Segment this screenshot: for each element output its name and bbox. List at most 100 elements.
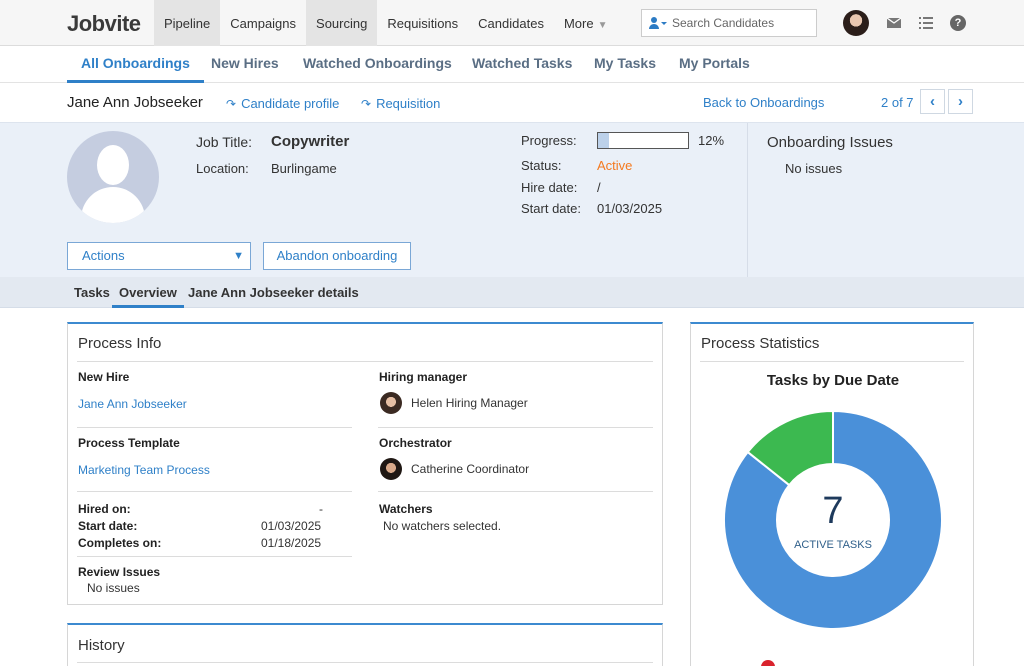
profile-panel: Job Title: Copywriter Location: Burlinga…: [0, 122, 1024, 278]
watchers-text: No watchers selected.: [383, 519, 502, 533]
process-info-card: Process Info New Hire Jane Ann Jobseeker…: [67, 322, 663, 605]
onboarding-issues-title: Onboarding Issues: [767, 134, 893, 151]
start-date-label: Start date:: [78, 519, 138, 533]
start-date-label: Start date:: [521, 201, 581, 216]
process-info-title: Process Info: [78, 335, 162, 352]
process-template-title: Process Template: [78, 436, 180, 450]
onboarding-header: Jane Ann Jobseeker ↷ Candidate profile ↷ R…: [0, 83, 1024, 122]
active-tasks-count: 7: [822, 490, 844, 532]
onboarding-tabs: All Onboardings New Hires Watched Onboar…: [0, 46, 1024, 83]
start-date-value: 01/03/2025: [261, 519, 322, 533]
orchestrator-name: Catherine Coordinator: [411, 462, 530, 476]
share-arrow-icon: ↷: [226, 97, 237, 111]
chevron-left-icon[interactable]: ‹: [920, 89, 945, 114]
divider: [77, 662, 653, 663]
chevron-down-icon: ▼: [233, 250, 244, 262]
chevron-down-icon: ▼: [597, 20, 608, 31]
help-icon[interactable]: ?: [950, 15, 966, 31]
divider: [378, 427, 653, 428]
jobvite-logo[interactable]: Jobvite: [67, 11, 141, 36]
alert-indicator: [761, 660, 775, 666]
search-input[interactable]: [672, 13, 812, 33]
tab-overview[interactable]: Overview: [112, 277, 184, 308]
process-template-link[interactable]: Marketing Team Process: [78, 463, 210, 477]
nav-candidates[interactable]: Candidates: [478, 16, 544, 31]
donut-slice-0[interactable]: [723, 409, 943, 630]
tab-tasks[interactable]: Tasks: [74, 285, 110, 300]
panel-divider: [747, 123, 748, 278]
hired-on-label: Hired on:: [78, 502, 131, 516]
share-arrow-icon: ↷: [361, 97, 372, 111]
status-label: Status:: [521, 158, 562, 173]
divider: [77, 361, 653, 362]
hiring-manager-title: Hiring manager: [379, 370, 468, 384]
candidate-profile-label: Candidate profile: [241, 96, 340, 111]
back-to-onboardings-link[interactable]: Back to Onboardings: [703, 95, 825, 110]
hiring-manager-avatar: [380, 392, 402, 414]
candidate-name: Jane Ann Jobseeker: [67, 94, 203, 111]
progress-fill: [598, 133, 609, 148]
actions-dropdown[interactable]: Actions ▼: [67, 242, 251, 270]
hiring-manager-name: Helen Hiring Manager: [411, 396, 528, 410]
nav-more-label: More: [563, 16, 594, 31]
silhouette-body: [81, 187, 145, 223]
chart-title: Tasks by Due Date: [766, 372, 900, 389]
review-issues-text: No issues: [87, 581, 140, 595]
job-title-value: Copywriter: [271, 133, 350, 150]
divider: [77, 427, 352, 428]
pager-count: 2 of 7: [881, 95, 914, 110]
chevron-right-icon[interactable]: ›: [948, 89, 973, 114]
candidate-profile-link[interactable]: ↷ Candidate profile: [226, 96, 339, 111]
mail-icon[interactable]: [886, 15, 902, 31]
tab-my-portals[interactable]: My Portals: [679, 55, 750, 71]
completes-on-value: 01/18/2025: [261, 536, 322, 550]
divider: [700, 361, 964, 362]
profile-photo-placeholder: [67, 131, 159, 223]
tab-watched-tasks[interactable]: Watched Tasks: [472, 55, 573, 71]
orchestrator-avatar: [380, 458, 402, 480]
tab-watched-onboardings[interactable]: Watched Onboardings: [303, 55, 452, 71]
onboarding-issues-text: No issues: [785, 161, 843, 176]
review-issues-title: Review Issues: [78, 565, 161, 579]
requisition-label: Requisition: [376, 96, 441, 111]
process-statistics-card: Process Statistics Tasks by Due Date 7 A…: [690, 322, 974, 666]
process-statistics-title: Process Statistics: [701, 335, 820, 352]
active-tasks-label: ACTIVE TASKS: [794, 539, 872, 551]
list-icon[interactable]: [918, 15, 934, 31]
user-avatar[interactable]: [843, 10, 869, 36]
nav-sourcing[interactable]: Sourcing: [306, 0, 378, 46]
nav-requisitions[interactable]: Requisitions: [387, 16, 459, 31]
job-title-label: Job Title:: [196, 134, 253, 150]
top-bar: Jobvite Pipeline Campaigns Sourcing Requ…: [0, 0, 1024, 46]
orchestrator-title: Orchestrator: [379, 436, 452, 450]
tab-my-tasks[interactable]: My Tasks: [594, 55, 656, 71]
tasks-donut-chart: [723, 409, 943, 630]
progress-label: Progress:: [521, 133, 577, 148]
history-card: History: [67, 623, 663, 666]
divider: [378, 491, 653, 492]
hire-date-value: /: [597, 180, 601, 195]
tab-new-hires[interactable]: New Hires: [211, 55, 279, 71]
donut-slice-1[interactable]: [746, 409, 834, 487]
nav-more[interactable]: More ▼: [554, 0, 618, 46]
watchers-title: Watchers: [379, 502, 433, 516]
history-title: History: [78, 637, 125, 654]
new-hire-link[interactable]: Jane Ann Jobseeker: [78, 397, 187, 411]
completes-on-label: Completes on:: [78, 536, 162, 550]
people-search-icon[interactable]: [648, 15, 668, 31]
requisition-link[interactable]: ↷ Requisition: [361, 96, 440, 111]
progress-percent: 12%: [698, 133, 725, 148]
nav-pipeline[interactable]: Pipeline: [154, 0, 221, 46]
tab-all-onboardings[interactable]: All Onboardings: [67, 46, 204, 83]
main-nav: Pipeline Campaigns Sourcing Requisitions…: [154, 0, 617, 46]
location-label: Location:: [196, 161, 249, 176]
silhouette-head: [97, 145, 129, 185]
hired-on-value: -: [319, 502, 323, 516]
candidate-search: [641, 9, 817, 37]
nav-campaigns[interactable]: Campaigns: [230, 16, 297, 31]
tab-candidate-details[interactable]: Jane Ann Jobseeker details: [188, 285, 359, 300]
hire-date-label: Hire date:: [521, 180, 578, 195]
status-value: Active: [597, 158, 633, 173]
abandon-onboarding-button[interactable]: Abandon onboarding: [263, 242, 411, 270]
start-date-value: 01/03/2025: [597, 201, 663, 216]
